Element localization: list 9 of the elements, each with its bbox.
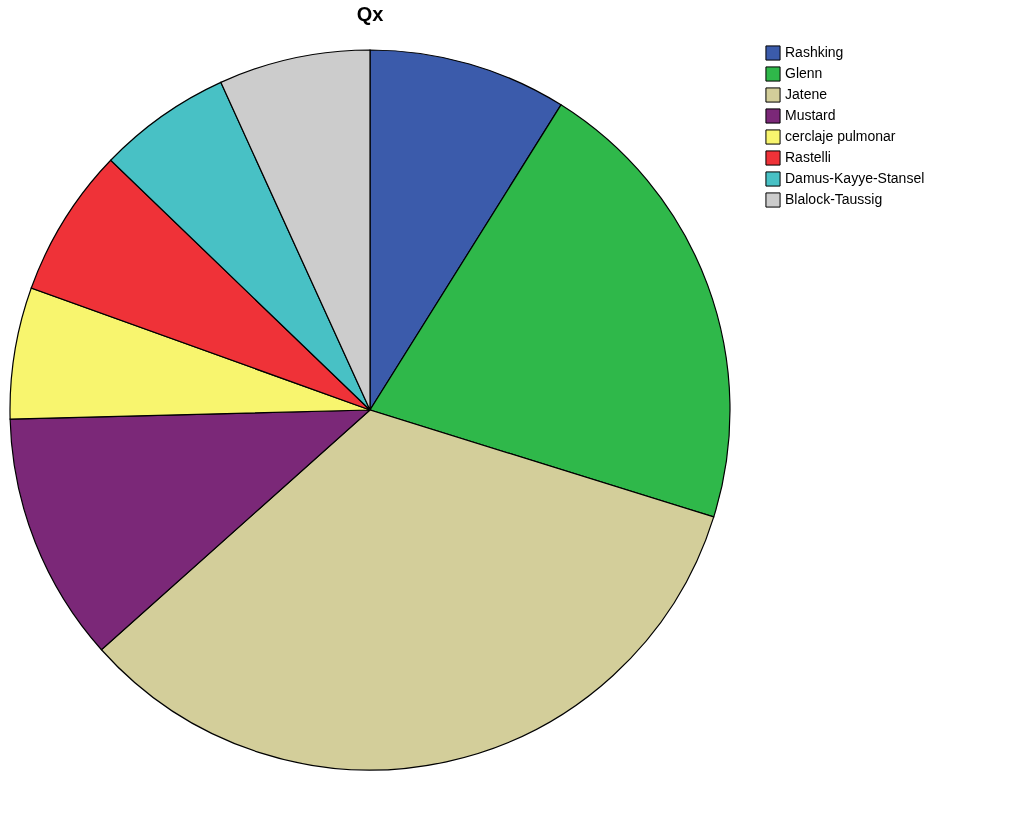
legend-label: Glenn [785,65,823,81]
legend-label: Rastelli [785,149,831,165]
legend-label: Rashking [785,44,844,60]
legend-label: cerclaje pulmonar [785,128,896,144]
legend-label: Mustard [785,107,836,123]
legend-label: Damus-Kayye-Stansel [785,170,925,186]
legend-label: Blalock-Taussig [785,191,883,207]
chart-title: Qx [356,3,384,25]
legend-label: Jatene [785,86,828,102]
